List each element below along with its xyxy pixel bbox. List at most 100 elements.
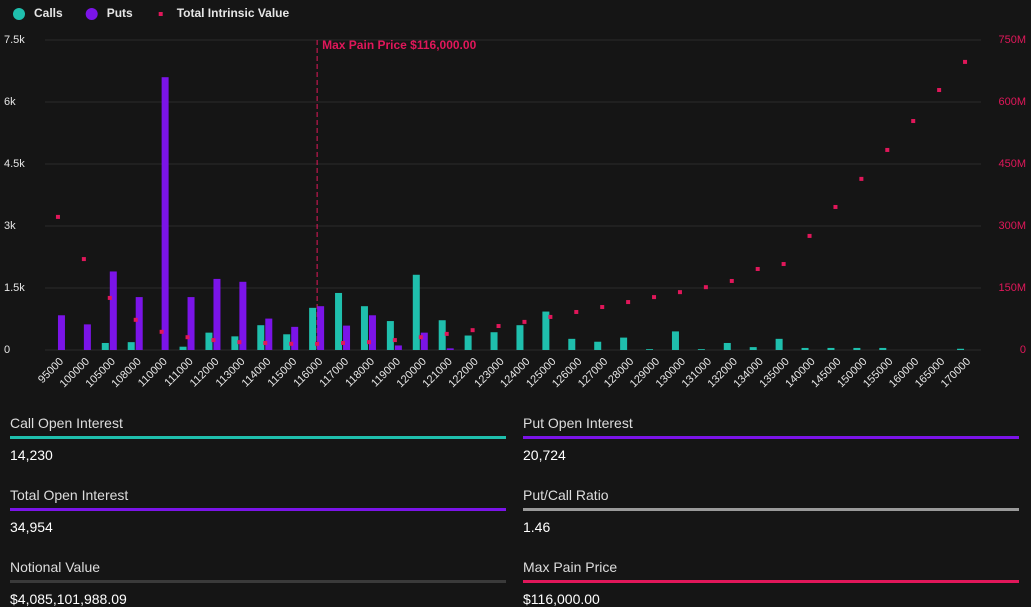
- stat-value: $4,085,101,988.09: [10, 591, 127, 607]
- intrinsic-point: [885, 147, 890, 152]
- y-tick-label: 1.5k: [4, 282, 25, 294]
- bar: [879, 347, 887, 350]
- intrinsic-point: [444, 331, 449, 336]
- intrinsic-point: [237, 340, 242, 345]
- stat-label: Notional Value: [10, 559, 101, 575]
- stat: Notional Value $4,085,101,988.09: [10, 556, 506, 607]
- intrinsic-point: [133, 317, 138, 322]
- y2-tick-label: 450M: [998, 158, 1026, 170]
- bar: [446, 348, 454, 350]
- intrinsic-point: [341, 340, 346, 345]
- bar: [723, 342, 731, 350]
- y-tick-label: 4.5k: [4, 158, 25, 170]
- intrinsic-point: [574, 309, 579, 314]
- stats-panel: Call Open Interest 14,230 Put Open Interes…: [0, 406, 1031, 607]
- stat-label: Put/Call Ratio: [523, 487, 609, 503]
- y2-tick-label: 150M: [998, 282, 1026, 294]
- bar: [775, 338, 783, 350]
- bar: [335, 292, 343, 350]
- intrinsic-point: [703, 285, 708, 290]
- bar: [205, 332, 213, 350]
- annotation: Max Pain Price $116,000.00: [322, 38, 476, 52]
- bar: [853, 347, 861, 350]
- legend-marker: [85, 8, 98, 20]
- bar: [135, 297, 143, 350]
- stat-underline: [523, 436, 1019, 439]
- bar: [516, 325, 524, 350]
- intrinsic-point: [496, 324, 501, 329]
- bar: [697, 349, 705, 350]
- intrinsic-point: [600, 305, 605, 310]
- bar: [542, 311, 550, 350]
- bar: [827, 347, 835, 350]
- bar: [317, 306, 325, 350]
- intrinsic-point: [911, 119, 916, 124]
- stat-label: Max Pain Price: [523, 559, 618, 575]
- intrinsic-point: [55, 214, 60, 219]
- bar: [394, 345, 402, 350]
- bar: [438, 320, 446, 350]
- bar: [109, 271, 117, 350]
- intrinsic-point: [315, 341, 320, 346]
- intrinsic-point: [263, 340, 268, 345]
- y-tick-label: 7.5k: [4, 34, 25, 46]
- bar: [161, 77, 169, 350]
- intrinsic-point: [392, 338, 397, 343]
- bar: [231, 336, 239, 350]
- legend-label: Calls: [34, 6, 63, 20]
- intrinsic-point: [807, 233, 812, 238]
- stat: Total Open Interest 34,954: [10, 484, 506, 535]
- intrinsic-point: [652, 295, 657, 300]
- stat-label: Total Open Interest: [10, 487, 129, 503]
- intrinsic-point: [626, 300, 631, 305]
- y-tick-label: 3k: [4, 220, 16, 232]
- bar: [179, 346, 187, 350]
- stat-underline: [10, 508, 506, 511]
- intrinsic-point: [937, 88, 942, 93]
- intrinsic-point: [548, 314, 553, 319]
- stat-label: Put Open Interest: [523, 415, 633, 431]
- bar: [801, 347, 809, 350]
- bar: [257, 325, 265, 350]
- chart: Calls Puts Total Intrinsic Value 0 1.5k 3k 4.5…: [4, 6, 1026, 390]
- stat: Max Pain Price $116,000.00: [523, 556, 1019, 607]
- bar: [83, 324, 91, 350]
- intrinsic-point: [963, 59, 968, 64]
- bar: [360, 306, 368, 350]
- legend-label: Total Intrinsic Value: [177, 6, 290, 20]
- intrinsic-point: [522, 319, 527, 324]
- intrinsic-point: [755, 266, 760, 271]
- stat-underline: [10, 436, 506, 439]
- stat-value: 1.46: [523, 519, 551, 535]
- bar: [646, 349, 654, 350]
- intrinsic-point: [470, 328, 475, 333]
- bar: [420, 332, 428, 350]
- y2-tick-label: 600M: [998, 96, 1026, 108]
- bar: [464, 335, 472, 350]
- intrinsic-point: [729, 278, 734, 283]
- intrinsic-point: [418, 335, 423, 340]
- stat-underline: [523, 508, 1019, 511]
- bar: [343, 325, 351, 350]
- bar: [309, 307, 317, 350]
- intrinsic-point: [185, 335, 190, 340]
- bar: [127, 342, 135, 350]
- stat-value: $116,000.00: [523, 591, 600, 607]
- bar: [101, 342, 109, 350]
- stat: Put Open Interest 20,724: [523, 412, 1019, 463]
- stat-value: 20,724: [523, 447, 566, 463]
- x-tick-label: 110000: [136, 356, 170, 390]
- stat-label: Call Open Interest: [10, 415, 123, 431]
- y2-tick-label: 750M: [998, 34, 1026, 46]
- intrinsic-point: [211, 338, 216, 343]
- stat-value: 34,954: [10, 519, 53, 535]
- bar: [291, 326, 299, 350]
- y2-tick-label: 0: [1020, 344, 1026, 356]
- bar: [412, 274, 420, 350]
- stat-value: 14,230: [10, 447, 53, 463]
- intrinsic-point: [859, 176, 864, 181]
- y2-tick-label: 300M: [998, 220, 1026, 232]
- intrinsic-point: [159, 329, 164, 334]
- bar: [620, 337, 628, 350]
- bar: [957, 348, 965, 350]
